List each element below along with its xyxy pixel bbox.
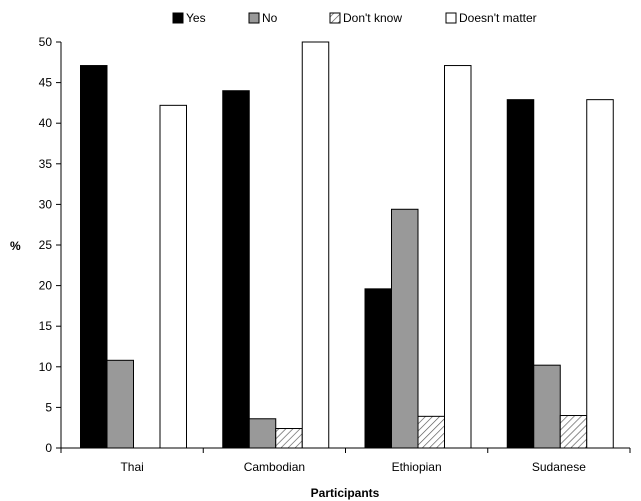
x-category-label: Thai xyxy=(120,460,143,474)
bar-thai-doesn-t-matter xyxy=(159,104,187,449)
x-axis-category-labels: Thai Cambodian Ethiopian Sudanese xyxy=(120,460,586,474)
y-tick-label: 5 xyxy=(45,400,52,414)
bar-cambodian-no xyxy=(248,418,277,449)
y-tick-label: 50 xyxy=(39,35,53,49)
bar-cambodian-don-t-know xyxy=(275,428,303,449)
bar-sudanese-yes xyxy=(506,99,535,449)
x-axis-ticks xyxy=(60,448,631,453)
bar-ethiopian-don-t-know xyxy=(417,415,445,449)
legend-label: No xyxy=(262,11,278,25)
bars xyxy=(80,41,614,449)
x-category-label: Sudanese xyxy=(532,460,586,474)
x-category-label: Ethiopian xyxy=(392,460,442,474)
y-tick-label: 15 xyxy=(39,319,53,333)
bar-thai-no xyxy=(106,359,134,449)
y-axis-ticks: 0 5 10 15 20 25 30 35 40 45 50 xyxy=(39,35,61,455)
legend-label: Doesn't matter xyxy=(459,11,537,25)
bar-ethiopian-doesn-t-matter xyxy=(444,65,472,449)
legend: Yes No Don't know Doesn't matter xyxy=(172,11,537,25)
legend-swatch xyxy=(329,12,341,24)
bar-sudanese-no xyxy=(533,364,561,449)
y-tick-label: 10 xyxy=(39,360,53,374)
bar-ethiopian-no xyxy=(391,208,419,449)
y-tick-label: 0 xyxy=(45,441,52,455)
y-tick-label: 25 xyxy=(39,238,53,252)
y-tick-label: 20 xyxy=(39,279,53,293)
bar-sudanese-doesn-t-matter xyxy=(586,99,614,449)
legend-swatch xyxy=(172,12,184,24)
legend-swatch xyxy=(248,12,260,24)
y-tick-label: 45 xyxy=(39,76,53,90)
legend-item-doesn-t-matter: Doesn't matter xyxy=(445,11,537,25)
bar-cambodian-doesn-t-matter xyxy=(301,41,330,449)
y-tick-label: 30 xyxy=(39,197,53,211)
legend-item-yes: Yes xyxy=(172,11,206,25)
bar-ethiopian-yes xyxy=(364,288,392,449)
x-axis-label: Participants xyxy=(311,486,380,500)
legend-item-no: No xyxy=(248,11,278,25)
y-axis-label: % xyxy=(10,239,21,253)
legend-label: Yes xyxy=(186,11,206,25)
legend-item-don-t-know: Don't know xyxy=(329,11,402,25)
y-tick-label: 40 xyxy=(39,116,53,130)
y-tick-label: 35 xyxy=(39,157,53,171)
legend-swatch xyxy=(445,12,457,24)
x-category-label: Cambodian xyxy=(244,460,305,474)
legend-label: Don't know xyxy=(343,11,402,25)
bar-sudanese-don-t-know xyxy=(559,415,588,449)
bar-cambodian-yes xyxy=(222,90,250,449)
bar-thai-yes xyxy=(80,65,108,449)
